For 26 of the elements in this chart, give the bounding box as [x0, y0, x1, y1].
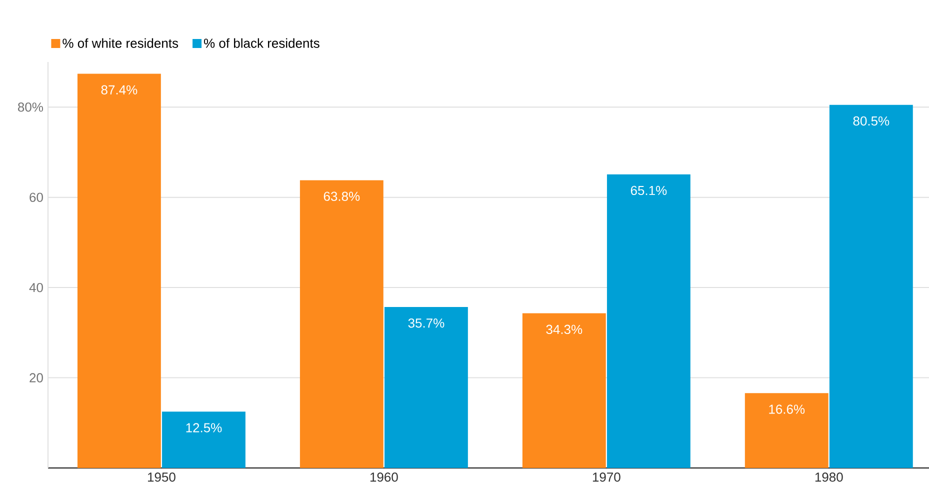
bar — [522, 313, 606, 468]
y-tick-label: 80% — [18, 102, 44, 112]
data-label: 34.3% — [546, 324, 582, 334]
data-label: 16.6% — [769, 404, 805, 414]
bar — [744, 393, 828, 468]
bar — [606, 174, 690, 468]
x-tick-label: 1960 — [370, 472, 398, 482]
data-label: 35.7% — [408, 318, 444, 328]
bar — [384, 306, 468, 468]
data-label: 87.4% — [101, 85, 138, 94]
legend-label: % of black residents — [204, 38, 320, 48]
data-label: 63.8% — [324, 192, 360, 201]
bar — [77, 74, 161, 468]
y-tick-label: 60 — [30, 192, 43, 202]
data-label: 65.1% — [630, 186, 667, 196]
legend-label: % of white residents — [62, 38, 178, 48]
bar — [300, 180, 384, 468]
bar — [829, 104, 913, 468]
x-tick-label: 1980 — [815, 472, 843, 482]
y-tick-label: 20 — [30, 373, 43, 382]
y-tick-label: 40 — [29, 282, 43, 292]
data-label: 12.5% — [186, 423, 222, 432]
x-tick-label: 1950 — [148, 472, 176, 482]
data-label: 80.5% — [853, 116, 890, 126]
x-tick-label: 1970 — [592, 472, 620, 482]
bar — [162, 412, 246, 468]
